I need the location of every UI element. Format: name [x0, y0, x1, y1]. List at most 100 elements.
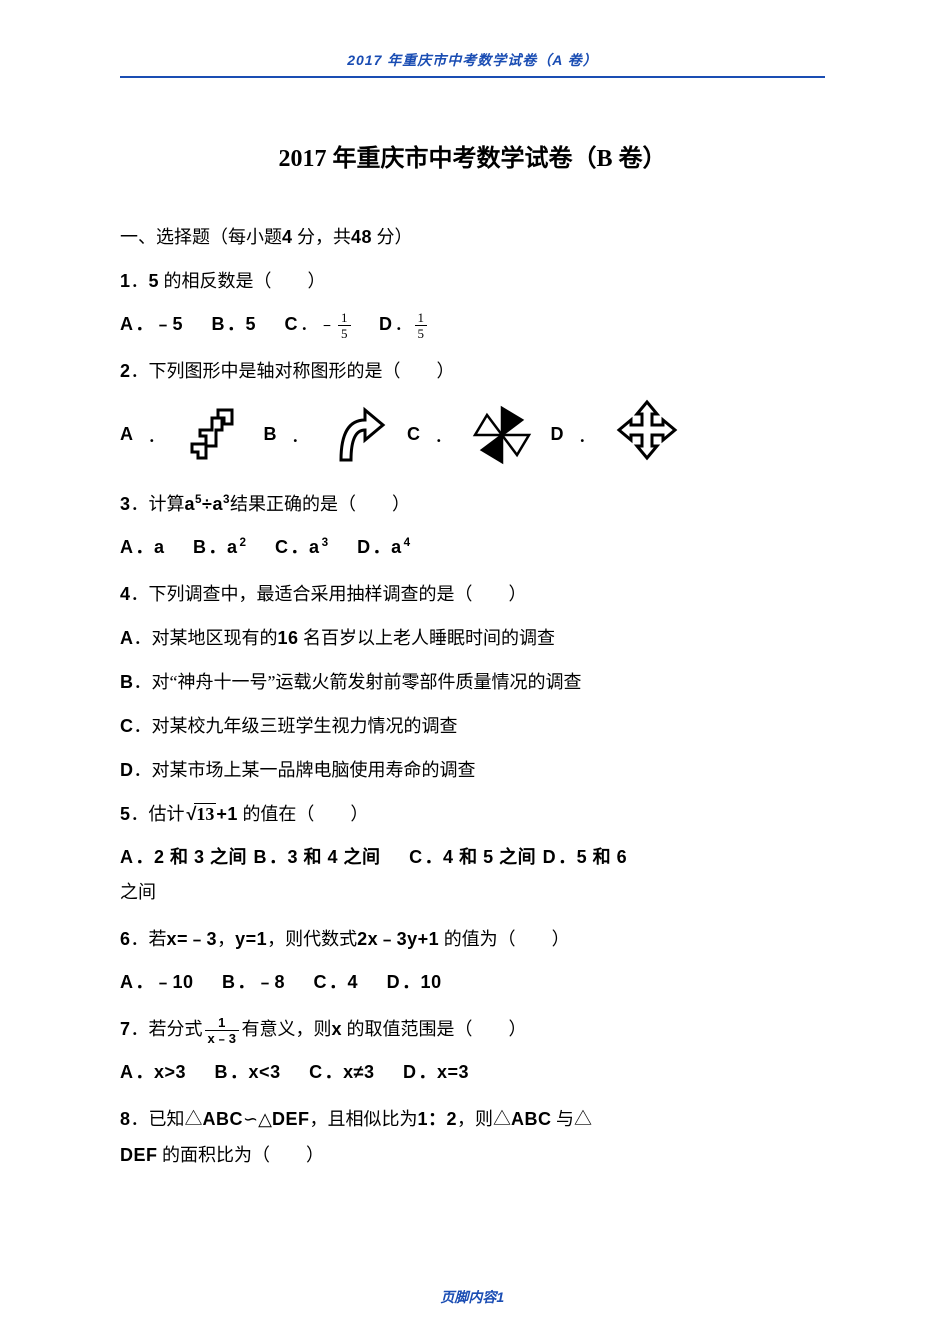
q1-c-den: 5: [338, 326, 351, 340]
question-1: 1．5 的相反数是（ ）: [120, 263, 825, 299]
q6-opt-d: D: [387, 972, 401, 992]
question-4: 4．下列调查中，最适合采用抽样调查的是（ ）: [120, 576, 825, 612]
q7-opt-b: B: [215, 1062, 229, 1082]
q6-mid: ，则代数式: [267, 929, 357, 949]
q8-pre: ．已知△: [131, 1109, 203, 1129]
q8-number: 8: [120, 1109, 131, 1129]
q6-eq1: x=﹣3: [167, 929, 218, 949]
q6-av: ．﹣10: [136, 972, 194, 992]
q4-dt: ．对某市场上某一品牌电脑使用寿命的调查: [134, 760, 476, 780]
q8-def: DEF: [272, 1109, 310, 1129]
q1-d-pre: ．: [395, 314, 413, 334]
q2-options: A． B． C． D．: [120, 397, 825, 472]
q2-dot-b: ．: [291, 422, 309, 448]
page: 2017 年重庆市中考数学试卷（A 卷） 2017 年重庆市中考数学试卷（B 卷…: [0, 0, 945, 1337]
q1-opt-b: B: [212, 314, 226, 334]
q6-post: 的值为（ ）: [439, 929, 570, 949]
q7-bv: ．x<3: [230, 1062, 281, 1082]
q7-mid: 有意义，则: [241, 1019, 331, 1039]
section-prefix: 一、选择题（每小题: [120, 227, 282, 247]
q8-abc2: ABC: [511, 1109, 552, 1129]
q8-def2: DEF: [120, 1145, 158, 1165]
q1-c-fraction: 15: [338, 311, 351, 340]
q1-number: 1: [120, 271, 131, 291]
shape-a-icon: [180, 400, 250, 470]
q6-options: A．﹣10 B．﹣8 C．4 D．10: [120, 965, 825, 999]
q1-value: 5: [149, 271, 160, 291]
q1-opt-a-val: ．﹣5: [136, 314, 184, 334]
q7-opt-a: A: [120, 1062, 134, 1082]
q4-opt-a: A: [120, 628, 134, 648]
q7-av: ．x>3: [136, 1062, 187, 1082]
q1-d-fraction: 15: [415, 311, 428, 340]
footer-page: 1: [496, 1289, 504, 1305]
question-3: 3．计算a5÷a3结果正确的是（ ）: [120, 486, 825, 522]
q5-at: ．2 和 3 之间: [136, 847, 248, 867]
q3-cv: ．a: [291, 537, 320, 557]
q5-opt-d: D: [543, 847, 557, 867]
q1-d-num: 1: [415, 311, 428, 326]
q2-dot-a: ．: [148, 422, 166, 448]
q4-at2: 名百岁以上老人睡眠时间的调查: [299, 628, 556, 648]
q2-opt-a: A: [120, 424, 134, 445]
q1-d-den: 5: [415, 326, 428, 340]
q5-dt: ．5 和 6: [558, 847, 627, 867]
q7-fden: x﹣3: [205, 1031, 240, 1045]
q7-pre: ．若分式: [131, 1019, 203, 1039]
q4-text: ．下列调查中，最适合采用抽样调查的是（ ）: [131, 584, 527, 604]
q3-post: 结果正确的是（ ）: [230, 494, 410, 514]
q3-a1: a: [185, 494, 196, 514]
header-rule: [120, 76, 825, 78]
q3-ce: 3: [322, 536, 329, 549]
q3-e2: 3: [223, 493, 230, 506]
q2-opt-d: D: [551, 424, 565, 445]
q7-post: 的取值范围是（ ）: [342, 1019, 527, 1039]
q6-number: 6: [120, 929, 131, 949]
q6-comma: ，: [217, 929, 235, 949]
q5-plus: +1: [216, 804, 238, 824]
q2-dot-c: ．: [435, 422, 453, 448]
q7-x: x: [331, 1019, 342, 1039]
q1-opt-d: D: [379, 314, 393, 334]
q1-opt-a: A: [120, 314, 134, 334]
q4-ct: ．对某校九年级三班学生视力情况的调查: [134, 716, 458, 736]
q3-av: ．a: [136, 537, 165, 557]
q3-bv: ．a: [209, 537, 238, 557]
q5-pre: ．估计: [131, 804, 185, 824]
q4-16: 16: [278, 628, 299, 648]
question-7: 7．若分式1x﹣3有意义，则x 的取值范围是（ ）: [120, 1011, 825, 1047]
q8-sim: ∽△: [243, 1109, 272, 1129]
q1-text: 的相反数是（ ）: [159, 271, 326, 291]
q3-be: 2: [240, 536, 247, 549]
q1-opt-b-val: ．5: [227, 314, 256, 334]
q6-opt-b: B: [222, 972, 236, 992]
pinwheel-c-icon: [467, 400, 537, 470]
q5-tail: 之间: [120, 882, 156, 902]
q2-text: ．下列图形中是轴对称图形的是（ ）: [131, 361, 455, 381]
q7-opt-d: D: [403, 1062, 417, 1082]
q4-opt-c: C: [120, 716, 134, 736]
q7-options: A．x>3 B．x<3 C．x≠3 D．x=3: [120, 1055, 825, 1089]
q6-cv: ．4: [329, 972, 358, 992]
q6-bv: ．﹣8: [238, 972, 286, 992]
q6-opt-a: A: [120, 972, 134, 992]
q1-c-pre: ．﹣: [300, 314, 336, 334]
q4-at1: ．对某地区现有的: [134, 628, 278, 648]
question-8: 8．已知△ABC∽△DEF，且相似比为1：2，则△ABC 与△ DEF 的面积比…: [120, 1101, 825, 1173]
q5-opt-c: C: [409, 847, 423, 867]
q4-bt: ．对“神舟十一号”运载火箭发射前零部件质量情况的调查: [134, 672, 582, 692]
q4-opt-b-row: B．对“神舟十一号”运载火箭发射前零部件质量情况的调查: [120, 664, 825, 700]
q8-mid2: ，则△: [457, 1109, 511, 1129]
main-title: 2017 年重庆市中考数学试卷（B 卷）: [120, 138, 825, 173]
running-header: 2017 年重庆市中考数学试卷（A 卷）: [120, 50, 825, 76]
section-mid: 分，共: [293, 227, 352, 247]
section-suffix: 分）: [372, 227, 413, 247]
q3-a2: a: [212, 494, 223, 514]
q4-opt-d-row: D．对某市场上某一品牌电脑使用寿命的调查: [120, 752, 825, 788]
q7-opt-c: C: [309, 1062, 323, 1082]
points-total: 48: [351, 227, 372, 247]
q4-opt-b: B: [120, 672, 134, 692]
q3-dv: ．a: [373, 537, 402, 557]
points-each: 4: [282, 227, 293, 247]
q7-dv: ．x=3: [419, 1062, 470, 1082]
